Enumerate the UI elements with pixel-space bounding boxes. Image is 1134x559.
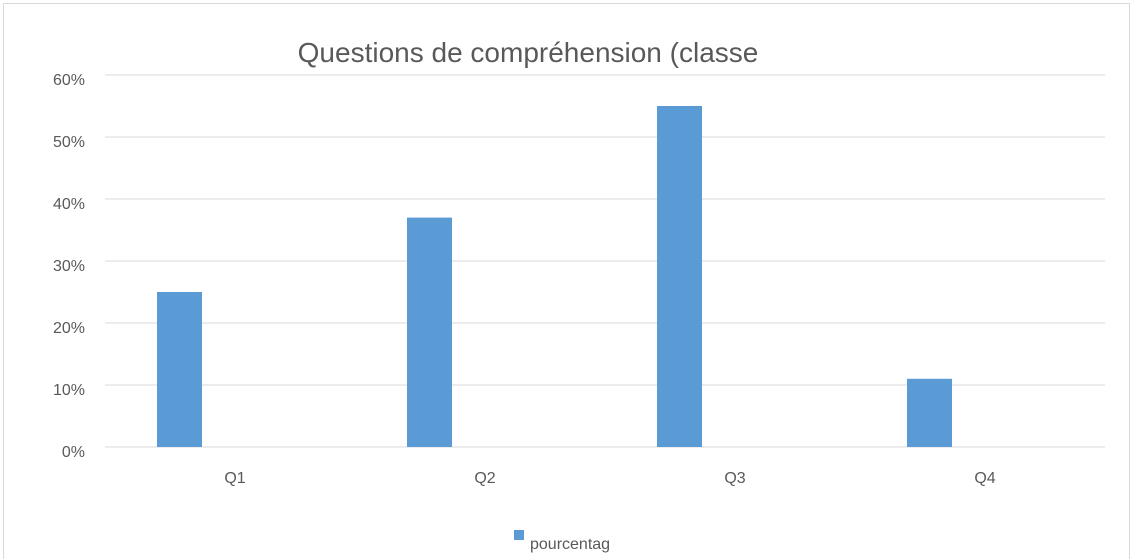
bar — [407, 217, 452, 447]
y-tick-label: 30% — [53, 258, 85, 275]
x-tick-label: Q2 — [474, 470, 495, 487]
chart-title: Questions de compréhension (classe — [298, 37, 759, 68]
x-tick-label: Q4 — [974, 470, 995, 487]
y-tick-label: 40% — [53, 196, 85, 213]
bar — [657, 106, 702, 447]
x-tick-label: Q3 — [724, 470, 745, 487]
y-tick-label: 50% — [53, 134, 85, 151]
bar — [907, 378, 952, 447]
y-tick-label: 60% — [53, 72, 85, 89]
x-tick-label: Q1 — [224, 470, 245, 487]
y-tick-label: 10% — [53, 382, 85, 399]
y-tick-label: 20% — [53, 320, 85, 337]
legend-swatch — [514, 530, 524, 540]
bar — [157, 292, 202, 447]
chart-frame — [3, 3, 1130, 559]
y-tick-label: 0% — [62, 444, 85, 461]
legend-label: pourcentag — [530, 536, 610, 553]
